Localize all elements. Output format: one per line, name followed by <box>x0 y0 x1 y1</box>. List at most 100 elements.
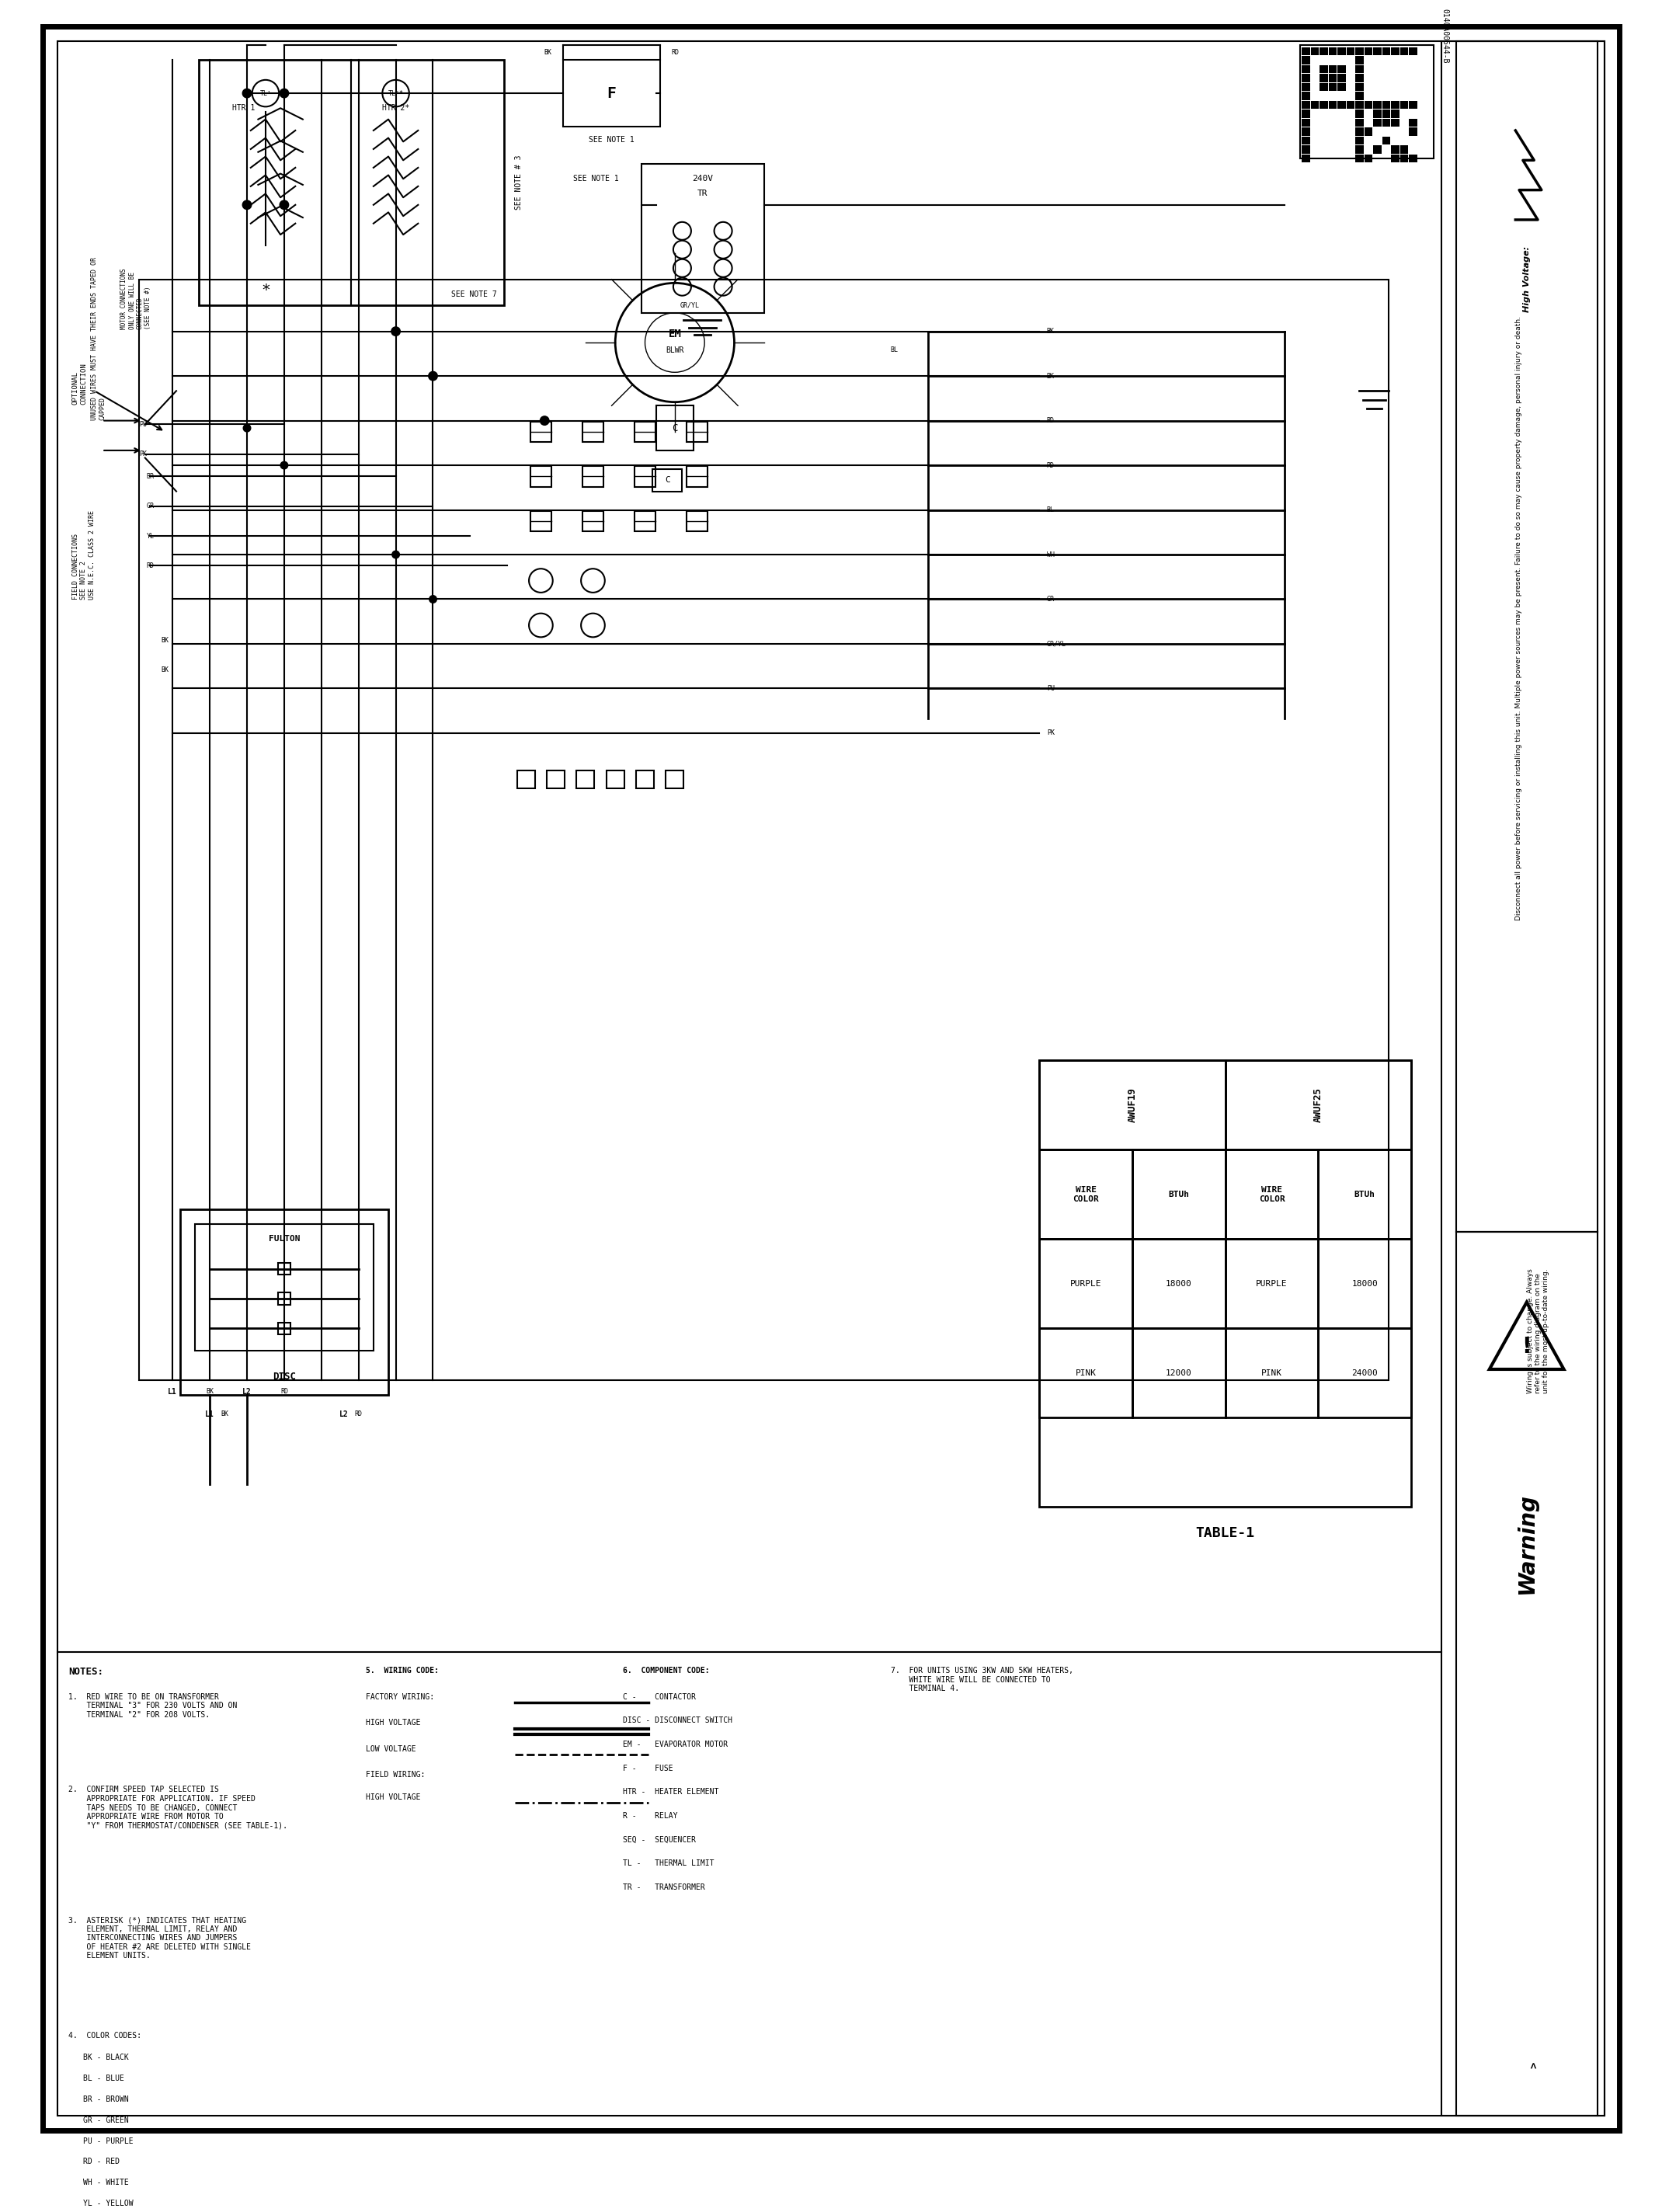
Bar <box>1365 102 1373 108</box>
Text: !: ! <box>1522 1336 1531 1358</box>
Text: BK: BK <box>206 1387 214 1396</box>
Text: PU: PU <box>140 420 146 427</box>
Circle shape <box>429 372 437 380</box>
Bar <box>1356 119 1365 126</box>
Bar <box>1039 1329 1132 1418</box>
Bar <box>1365 155 1373 161</box>
Bar <box>1320 64 1328 73</box>
Text: PK: PK <box>1047 730 1054 737</box>
Bar <box>1409 102 1418 108</box>
Bar <box>686 511 708 531</box>
Bar <box>635 467 655 487</box>
Bar <box>1318 1239 1411 1329</box>
Text: EM: EM <box>668 327 681 338</box>
Bar <box>1399 46 1408 55</box>
Bar <box>1356 155 1365 161</box>
Bar <box>1356 55 1365 64</box>
Bar <box>1356 82 1365 91</box>
Bar <box>1383 46 1391 55</box>
Bar <box>179 1210 389 1396</box>
Text: GR/YL: GR/YL <box>1047 639 1065 648</box>
Text: BK: BK <box>1047 327 1054 334</box>
Bar <box>1373 146 1381 153</box>
Bar <box>1338 82 1346 91</box>
Text: 6.  COMPONENT CODE:: 6. COMPONENT CODE: <box>623 1668 710 1674</box>
Text: RD: RD <box>671 49 678 55</box>
Text: BLWR: BLWR <box>666 345 683 354</box>
Bar <box>1456 42 1597 1232</box>
Bar <box>278 1263 291 1274</box>
Text: FACTORY WIRING:: FACTORY WIRING: <box>366 1692 434 1701</box>
Text: L2: L2 <box>339 1411 349 1418</box>
Bar <box>1338 73 1346 82</box>
Text: BTUh: BTUh <box>1355 1190 1374 1199</box>
Bar <box>637 770 653 787</box>
Bar <box>1039 1060 1411 1506</box>
Bar <box>1320 46 1328 55</box>
Text: RD - RED: RD - RED <box>83 2159 120 2166</box>
Text: OPTIONAL
CONNECTION: OPTIONAL CONNECTION <box>71 363 86 405</box>
Text: SEE NOTE # 3: SEE NOTE # 3 <box>515 155 522 210</box>
Text: MOTOR CONNECTIONS
ONLY ONE WILL BE
CONNECTED
(SEE NOTE #): MOTOR CONNECTIONS ONLY ONE WILL BE CONNE… <box>121 268 151 330</box>
Text: YL: YL <box>146 533 155 540</box>
Bar <box>1318 1329 1411 1418</box>
Text: 4.  COLOR CODES:: 4. COLOR CODES: <box>68 2031 141 2039</box>
Bar <box>1391 146 1399 153</box>
Bar <box>530 467 552 487</box>
Bar <box>1391 119 1399 126</box>
Bar <box>1328 73 1336 82</box>
Bar <box>1365 46 1373 55</box>
Bar <box>547 770 565 787</box>
Text: PU: PU <box>1047 686 1054 692</box>
Bar <box>530 511 552 531</box>
Bar <box>1301 55 1310 64</box>
Text: WIRE
COLOR: WIRE COLOR <box>1072 1186 1099 1203</box>
Bar <box>1338 64 1346 73</box>
Text: GR/YL: GR/YL <box>680 301 700 310</box>
Bar <box>1225 1239 1318 1329</box>
Bar <box>607 770 625 787</box>
Text: BK: BK <box>543 49 552 55</box>
Circle shape <box>540 416 548 425</box>
Text: RD: RD <box>1047 462 1054 469</box>
Bar <box>582 467 603 487</box>
Text: WH: WH <box>1047 551 1054 557</box>
Text: 3.  ASTERISK (*) INDICATES THAT HEATING
    ELEMENT, THERMAL LIMIT, RELAY AND
  : 3. ASTERISK (*) INDICATES THAT HEATING E… <box>68 1916 251 1960</box>
Text: BR - BROWN: BR - BROWN <box>83 2095 130 2104</box>
Text: NOTES:: NOTES: <box>68 1668 103 1677</box>
Bar <box>635 422 655 442</box>
Bar <box>1301 82 1310 91</box>
Bar <box>1383 102 1391 108</box>
Bar <box>1301 46 1310 55</box>
Bar <box>1301 137 1310 144</box>
Text: BR: BR <box>146 473 155 480</box>
Bar <box>1365 128 1373 135</box>
Text: GR: GR <box>1047 595 1054 602</box>
Text: 24000: 24000 <box>1351 1369 1378 1376</box>
Text: AWUF25: AWUF25 <box>1313 1088 1323 1124</box>
Text: 5.  WIRING CODE:: 5. WIRING CODE: <box>366 1668 439 1674</box>
Text: R -    RELAY: R - RELAY <box>623 1812 678 1820</box>
Bar <box>1399 102 1408 108</box>
Text: TL¹: TL¹ <box>259 91 271 97</box>
Text: TABLE-1: TABLE-1 <box>1195 1526 1255 1540</box>
Text: TR -   TRANSFORMER: TR - TRANSFORMER <box>623 1882 705 1891</box>
Bar <box>1301 102 1310 108</box>
Bar <box>194 1223 374 1352</box>
Circle shape <box>279 201 289 210</box>
Bar <box>1318 1150 1411 1239</box>
Circle shape <box>392 551 399 557</box>
Text: Wiring is subject to change. Always
refer to the wiring diagram on the
unit for : Wiring is subject to change. Always refe… <box>1527 1270 1549 1394</box>
Bar <box>199 60 504 305</box>
Text: 12000: 12000 <box>1165 1369 1192 1376</box>
Bar <box>278 1292 291 1305</box>
Text: LOW VOLTAGE: LOW VOLTAGE <box>366 1745 416 1752</box>
Bar <box>686 467 708 487</box>
Bar <box>563 60 660 126</box>
Text: BK: BK <box>1047 372 1054 380</box>
Text: SEQ -  SEQUENCER: SEQ - SEQUENCER <box>623 1836 696 1843</box>
Text: F -    FUSE: F - FUSE <box>623 1765 673 1772</box>
Text: HTR -  HEATER ELEMENT: HTR - HEATER ELEMENT <box>623 1787 718 1796</box>
Bar <box>1311 46 1320 55</box>
Bar <box>1391 102 1399 108</box>
